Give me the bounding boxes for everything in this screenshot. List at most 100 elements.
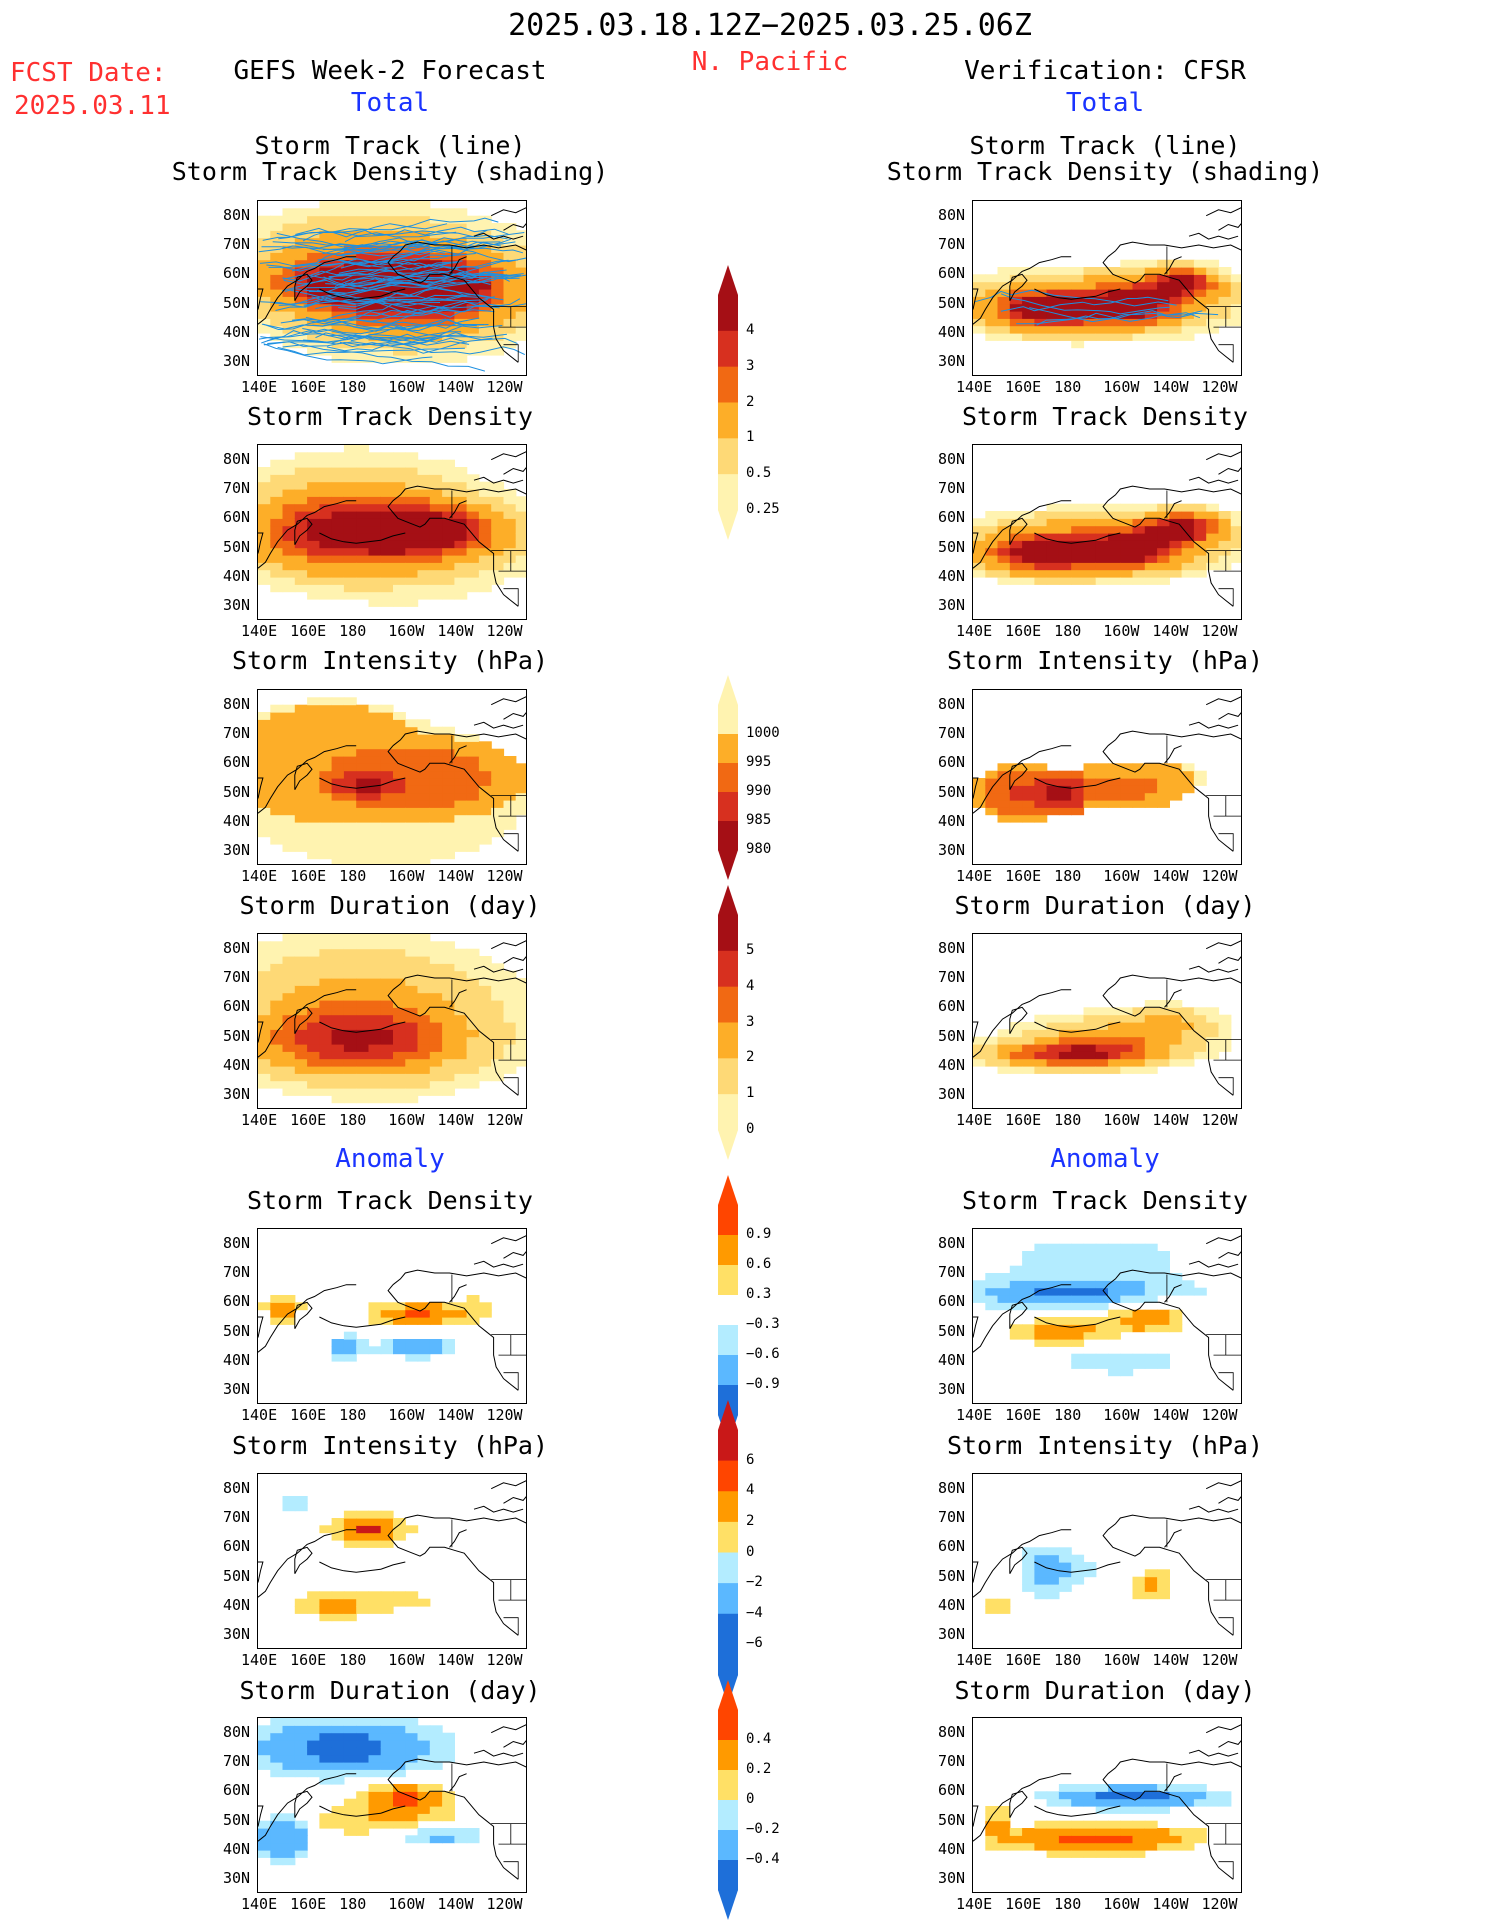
field-cell (1144, 1051, 1158, 1060)
lat-tick-label: 40N (938, 567, 966, 585)
field-cell (417, 318, 431, 327)
colorbar-label: 4 (746, 1482, 755, 1499)
field-cell (985, 318, 999, 327)
field-cell (1022, 1251, 1035, 1259)
lon-tick-label: 140W (1152, 1111, 1189, 1129)
field-cell (1058, 318, 1072, 327)
field-cell (405, 215, 419, 224)
field-cell (319, 1044, 333, 1052)
field-cell (282, 807, 296, 816)
field-cell (1206, 547, 1220, 556)
field-cell (1009, 1022, 1023, 1030)
political-borders (1166, 979, 1241, 1096)
field-cell (368, 792, 382, 801)
field-cell (294, 778, 308, 786)
field-cell (1169, 1022, 1183, 1030)
field-cell (270, 311, 284, 319)
lat-tick-label: 70N (223, 235, 251, 253)
field-cell (393, 770, 406, 779)
field-cell (319, 1598, 333, 1607)
storm-track-line (338, 298, 526, 311)
field-cell (258, 1835, 271, 1844)
field-cell (1193, 1828, 1207, 1836)
field-cell (393, 1080, 406, 1089)
colorbar-segment (718, 1491, 738, 1523)
field-cell (478, 303, 492, 312)
field-cell (1230, 511, 1241, 519)
field-cell (429, 1806, 443, 1814)
field-cell (1144, 1000, 1158, 1008)
field-cell (331, 1740, 345, 1748)
field-cell (515, 763, 526, 772)
colorbar-bottom-arrow (718, 850, 738, 880)
field-cell (466, 844, 480, 852)
field-cell (393, 267, 406, 275)
field-cell (429, 992, 443, 1001)
field-cell (1071, 1562, 1085, 1570)
field-cell (307, 252, 320, 261)
field-cell (380, 1747, 394, 1756)
field-cell (429, 496, 443, 505)
field-cell (1120, 1295, 1134, 1303)
field-cell (1157, 1576, 1170, 1585)
field-cell (258, 474, 271, 483)
field-cell (270, 978, 284, 986)
field-cell (1046, 1576, 1060, 1585)
field-cell (1022, 1036, 1035, 1045)
lon-tick-label: 120W (1201, 1111, 1238, 1129)
field-cell (356, 778, 370, 786)
field-cell (380, 741, 394, 750)
field-cell (393, 584, 406, 593)
field-cell (1206, 274, 1220, 283)
field-cell (1132, 540, 1146, 549)
field-cell (270, 1718, 284, 1726)
lon-tick-label: 160E (290, 378, 327, 396)
field-cell (270, 1000, 284, 1008)
field-cell (258, 1080, 271, 1089)
field-cell (343, 1088, 357, 1096)
field-cell (258, 245, 271, 253)
field-cell (294, 1732, 308, 1741)
field-cell (442, 1044, 455, 1052)
field-cell (454, 978, 468, 986)
field-cell (1206, 311, 1220, 319)
field-cell (1181, 778, 1195, 786)
field-cell (491, 1000, 505, 1008)
field-cell (393, 726, 406, 735)
field-cell (393, 347, 406, 356)
field-cell (478, 748, 492, 757)
field-cell (1034, 1280, 1048, 1289)
field-cell (1095, 569, 1109, 578)
field-cell (1083, 763, 1097, 772)
field-cell (417, 792, 431, 801)
field-cell (282, 778, 296, 786)
field-cell (1095, 1295, 1109, 1303)
field-cell (503, 281, 517, 290)
field-cell (515, 1014, 526, 1023)
field-cell (270, 511, 284, 519)
field-cell (331, 1095, 345, 1104)
field-cell (1144, 1791, 1158, 1800)
field-cell (319, 340, 333, 349)
colorbar-segment (718, 1770, 738, 1801)
field-cell (1157, 525, 1170, 534)
field-cell (454, 1309, 468, 1318)
field-cell (270, 1813, 284, 1822)
field-cell (270, 569, 284, 578)
field-cell (1132, 296, 1146, 305)
field-cell (282, 941, 296, 950)
field-cell (985, 1295, 999, 1303)
vf-density-map (972, 444, 1242, 620)
field-cell (1022, 325, 1035, 334)
field-cell (405, 481, 419, 490)
field-cell (1058, 1331, 1072, 1340)
field-cell (282, 459, 296, 468)
field-cell (1083, 1820, 1097, 1829)
field-cell (307, 1718, 320, 1726)
field-cell (466, 1029, 480, 1038)
field-cell (1095, 518, 1109, 527)
field-cell (282, 844, 296, 852)
field-cell (1157, 1828, 1170, 1836)
field-cell (1071, 1258, 1085, 1267)
field-cell (515, 778, 526, 786)
